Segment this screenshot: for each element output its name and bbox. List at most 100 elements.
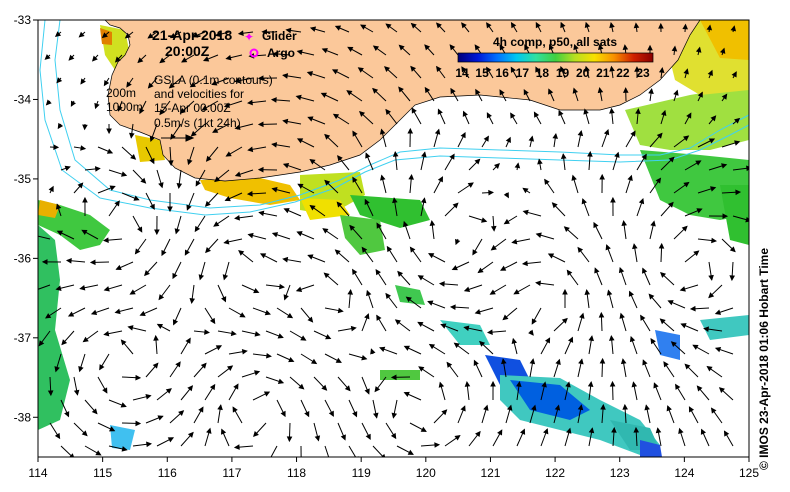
velocity-arrow-head (449, 153, 455, 160)
velocity-arrow-head (707, 69, 713, 77)
velocity-arrow-head (675, 383, 681, 390)
velocity-arrow-head (714, 346, 722, 353)
velocity-arrow-head (658, 67, 665, 73)
velocity-arrow-head (566, 269, 573, 276)
velocity-arrow-head (490, 380, 496, 387)
velocity-arrow-head (106, 128, 112, 135)
velocity-arrow-head (454, 435, 461, 441)
velocity-arrow-head (642, 267, 648, 274)
velocity-arrow-head (522, 209, 529, 216)
velocity-arrow-head (535, 280, 541, 287)
velocity-arrow-head (710, 407, 717, 414)
velocity-arrow-head (280, 410, 286, 418)
velocity-arrow-head (209, 317, 216, 325)
argo-marker-icon (249, 48, 259, 58)
velocity-arrow-head (247, 146, 254, 153)
x-tick-label: 115 (93, 466, 112, 480)
velocity-arrow-head (178, 410, 185, 417)
velocity-arrow-head (380, 174, 386, 181)
velocity-arrow-head (441, 409, 448, 416)
velocity-arrow-head (340, 434, 346, 441)
velocity-arrow-head (488, 189, 494, 196)
velocity-arrow-head (697, 91, 703, 98)
scale-arrow-icon (161, 134, 195, 142)
velocity-arrow-head (531, 318, 537, 325)
velocity-arrow-head (261, 29, 267, 35)
glider-label: Glider (262, 29, 297, 43)
gsla-line-3: 15-Apr 00:00Z (154, 101, 231, 115)
velocity-arrow-head (464, 381, 471, 387)
velocity-arrow-head (588, 427, 595, 434)
velocity-arrow-head (578, 358, 584, 365)
velocity-arrow-head (688, 406, 695, 413)
velocity-arrow-head (597, 43, 604, 50)
velocity-arrow-head (474, 309, 481, 315)
velocity-arrow-head (157, 415, 164, 421)
velocity-arrow-head (683, 135, 690, 142)
colorbar (457, 52, 654, 63)
velocity-arrow-head (309, 204, 316, 211)
velocity-arrow-head (734, 117, 741, 124)
y-axis: -33 -34 -35 -36 -37 -38 (14, 13, 38, 424)
velocity-arrow (38, 284, 51, 290)
velocity-arrow-head (117, 105, 123, 112)
velocity-arrow-head (238, 250, 245, 256)
velocity-arrow-head (247, 99, 253, 106)
velocity-arrow-head (467, 182, 474, 188)
velocity-arrow-head (597, 87, 604, 94)
velocity-arrow-head (379, 128, 386, 135)
velocity-arrow-head (47, 390, 54, 397)
velocity-arrow-head (729, 246, 736, 253)
velocity-arrow-head (535, 21, 541, 29)
velocity-arrow-head (424, 44, 431, 51)
velocity-arrow-head (610, 196, 616, 203)
velocity-arrow-head (594, 267, 600, 274)
velocity-arrow-head (310, 358, 318, 365)
velocity-arrow-head (622, 44, 629, 51)
colorbar-tick-label: 20 (576, 66, 590, 80)
x-tick-label: 117 (222, 466, 241, 480)
velocity-arrow-head (577, 246, 584, 253)
velocity-arrow-head (706, 24, 713, 31)
velocity-arrow-head (428, 343, 436, 350)
velocity-arrow-head (158, 294, 165, 301)
velocity-arrow-head (463, 325, 470, 331)
velocity-arrow-head (139, 310, 146, 316)
velocity-arrow-head (519, 428, 526, 435)
velocity-arrow-head (693, 250, 700, 257)
velocity-arrow-head (296, 138, 304, 144)
velocity-arrow-head (579, 312, 585, 319)
velocity-arrow-head (593, 221, 599, 229)
velocity-arrow-head (187, 431, 194, 438)
colorbar-tick-label: 18 (536, 66, 550, 80)
velocity-arrow-head (710, 115, 717, 122)
velocity-arrow-head (731, 71, 737, 78)
velocity-arrow-head (103, 330, 110, 337)
velocity-arrow-head (270, 97, 277, 103)
velocity-arrow-head (429, 220, 436, 226)
velocity-arrow-head (658, 22, 664, 29)
velocity-arrow-head (296, 231, 303, 237)
velocity-arrow-head (38, 340, 45, 347)
velocity-arrow-head (562, 288, 568, 295)
velocity-arrow-head (461, 22, 467, 29)
velocity-arrow-head (211, 80, 218, 86)
velocity-arrow-head (356, 456, 359, 457)
plot-frame (37, 19, 750, 458)
velocity-arrow-head (650, 220, 656, 227)
velocity-arrow-head (486, 66, 492, 73)
velocity-arrow-head (271, 187, 278, 193)
velocity-arrow-head (337, 155, 343, 162)
velocity-arrow-head (513, 289, 520, 295)
velocity-arrow-head (187, 385, 194, 392)
velocity-arrow-head (115, 264, 122, 271)
velocity-arrow-head (337, 307, 344, 314)
velocity-arrow-head (435, 22, 442, 29)
velocity-arrow-head (729, 275, 735, 282)
velocity-arrow-head (528, 329, 534, 336)
velocity-arrow-head (611, 426, 617, 433)
velocity-arrow-head (314, 435, 321, 442)
velocity-arrow-head (511, 337, 518, 344)
velocity-arrow-head (427, 300, 434, 306)
